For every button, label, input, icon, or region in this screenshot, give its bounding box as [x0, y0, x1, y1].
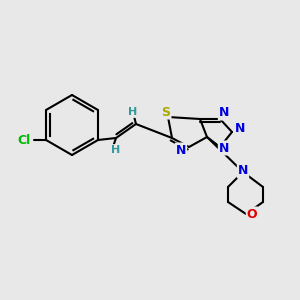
Text: N: N — [219, 106, 229, 119]
Text: N: N — [238, 164, 248, 178]
Text: O: O — [247, 208, 257, 220]
Text: Cl: Cl — [17, 134, 31, 146]
Text: H: H — [128, 107, 138, 117]
Text: H: H — [111, 145, 121, 155]
Text: N: N — [176, 143, 186, 157]
Text: S: S — [161, 106, 170, 118]
Text: N: N — [219, 142, 229, 154]
Text: N: N — [235, 122, 245, 136]
